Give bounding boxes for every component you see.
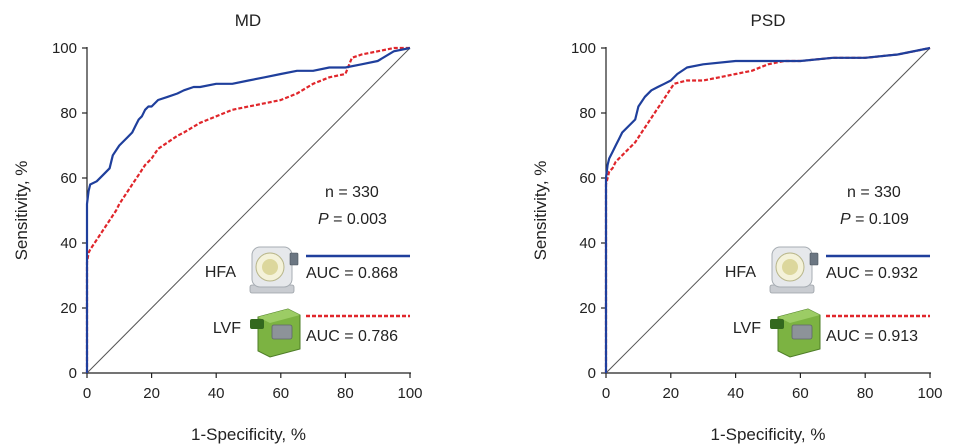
x-tick-label: 40 [727, 385, 744, 402]
x-tick-label: 60 [272, 385, 289, 402]
device-label-hfa: HFA [205, 264, 236, 281]
lvf-perimeter-icon [770, 308, 821, 358]
lvf-perimeter-icon [250, 308, 301, 358]
x-tick-label: 20 [662, 385, 679, 402]
y-tick-label: 20 [579, 300, 596, 317]
x-tick-label: 20 [143, 385, 160, 402]
x-axis-title: 1-Specificity, % [191, 425, 306, 444]
x-tick-label: 100 [917, 385, 942, 402]
p-value-label: P = 0.109 [840, 211, 909, 228]
lvf-eyepiece-shape [250, 319, 264, 329]
lvf-viewport-shape [791, 324, 813, 340]
y-tick-label: 80 [579, 105, 596, 122]
x-tick-label: 0 [83, 385, 91, 402]
y-tick-label: 40 [579, 235, 596, 252]
hfa-screen-shape [809, 252, 819, 266]
reference-diagonal [86, 47, 411, 374]
panel-title: PSD [751, 11, 786, 30]
x-tick-label: 80 [857, 385, 874, 402]
y-tick-label: 0 [69, 365, 77, 382]
auc-label-lvf: AUC = 0.913 [826, 328, 918, 345]
auc-label-lvf: AUC = 0.786 [306, 328, 398, 345]
hfa-bowl-inner-shape [262, 259, 278, 275]
x-axis-title: 1-Specificity, % [711, 425, 826, 444]
panel-title: MD [235, 11, 261, 30]
lvf-top-shape [258, 309, 300, 323]
p-value: = 0.109 [851, 211, 909, 228]
y-tick-label: 20 [60, 300, 77, 317]
roc-panel-psd: PSD 00 20 20 40 40 60 60 80 80 100 100 1-Specificity… [531, 11, 943, 444]
y-axis-title: Sensitivity, % [12, 161, 31, 261]
p-value-label: P = 0.003 [318, 211, 387, 228]
hfa-perimeter-icon [249, 246, 299, 294]
roc-curve-lvf [85, 46, 410, 373]
y-tick-label: 60 [579, 170, 596, 187]
y-tick-label: 100 [571, 40, 596, 57]
p-symbol: P [318, 211, 329, 228]
p-symbol: P [840, 211, 851, 228]
sample-size-label: n = 330 [325, 184, 379, 201]
lvf-top-shape [778, 309, 820, 323]
roc-curve-hfa [604, 46, 931, 373]
y-tick-label: 40 [60, 235, 77, 252]
x-tick-label: 0 [602, 385, 610, 402]
device-label-hfa: HFA [725, 264, 756, 281]
x-tick-label: 60 [792, 385, 809, 402]
y-tick-label: 80 [60, 105, 77, 122]
sample-size-label: n = 330 [847, 184, 901, 201]
x-tick-label: 40 [208, 385, 225, 402]
p-value: = 0.003 [329, 211, 387, 228]
y-tick-label: 60 [60, 170, 77, 187]
y-tick-label: 0 [588, 365, 596, 382]
auc-label-hfa: AUC = 0.868 [306, 265, 398, 282]
reference-diagonal [605, 47, 931, 374]
y-tick-label: 100 [52, 40, 77, 57]
device-label-lvf: LVF [213, 320, 241, 337]
x-tick-label: 80 [337, 385, 354, 402]
lvf-viewport-shape [271, 324, 293, 340]
y-axis-title: Sensitivity, % [531, 161, 550, 261]
lvf-eyepiece-shape [770, 319, 784, 329]
roc-panel-md: MD 00 20 20 40 40 60 60 80 80 100 100 1-Specificity,… [12, 11, 423, 444]
device-label-lvf: LVF [733, 320, 761, 337]
x-tick-label: 100 [397, 385, 422, 402]
roc-curve-hfa [85, 46, 411, 373]
auc-label-hfa: AUC = 0.932 [826, 265, 918, 282]
hfa-perimeter-icon [769, 246, 819, 294]
hfa-screen-shape [289, 252, 299, 266]
hfa-bowl-inner-shape [782, 259, 798, 275]
